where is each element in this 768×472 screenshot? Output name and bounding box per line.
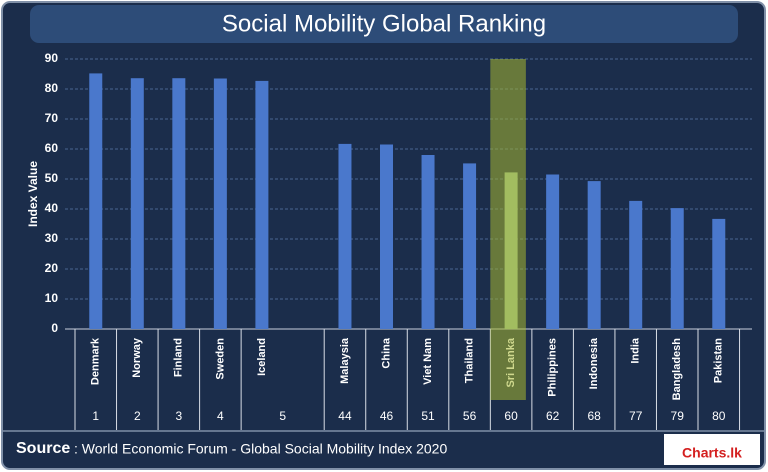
x-tick-label: Finland <box>173 338 185 377</box>
chart-title: Social Mobility Global Ranking <box>222 10 546 37</box>
bar <box>421 155 435 329</box>
rank-label: 1 <box>92 409 99 423</box>
x-tick-label: Denmark <box>90 337 102 385</box>
x-tick-label: Sweden <box>214 338 226 380</box>
rank-label: 3 <box>175 409 182 423</box>
y-tick-label: 40 <box>45 201 59 215</box>
x-tick-label: Viet Nam <box>422 338 434 385</box>
rank-label: 2 <box>134 409 141 423</box>
y-tick-label: 90 <box>45 51 59 65</box>
bar <box>255 80 269 330</box>
bar <box>380 144 394 329</box>
rank-label: 62 <box>546 409 560 423</box>
y-tick-label: 10 <box>45 291 59 305</box>
logo-box <box>664 434 760 465</box>
rank-label: 60 <box>504 409 518 423</box>
y-tick-label: 30 <box>45 231 59 245</box>
bar <box>670 208 684 329</box>
rank-label: 56 <box>463 409 477 423</box>
bar <box>587 181 601 329</box>
y-tick-label: 50 <box>45 171 59 185</box>
x-tick-label: Iceland <box>256 338 268 376</box>
bar <box>130 78 144 329</box>
highlight <box>490 59 526 400</box>
bar <box>338 143 352 329</box>
y-tick-label: 70 <box>45 111 59 125</box>
x-tick-label: Indonesia <box>588 337 600 389</box>
rank-label: 46 <box>380 409 394 423</box>
rank-label: 68 <box>587 409 601 423</box>
bar <box>89 73 103 330</box>
source-label: Source <box>16 440 70 457</box>
x-tick-label: Thailand <box>463 338 475 383</box>
bar <box>712 218 726 329</box>
rank-label: 51 <box>421 409 435 423</box>
bar <box>546 174 560 329</box>
rank-label: 4 <box>217 409 224 423</box>
x-tick-label: Bangladesh <box>671 338 683 401</box>
x-tick-label: India <box>630 337 642 364</box>
y-tick-label: 80 <box>45 81 59 95</box>
bar <box>172 78 186 329</box>
logo: Charts.lk <box>682 445 742 461</box>
x-tick-label: Norway <box>131 337 143 378</box>
rank-label: 80 <box>712 409 726 423</box>
y-tick-label: 60 <box>45 141 59 155</box>
y-axis-label: Index Value <box>26 161 40 227</box>
source-text: : World Economic Forum - Global Social M… <box>74 441 447 457</box>
bar <box>629 200 643 329</box>
x-tick-label: Philippines <box>547 338 559 397</box>
bar <box>213 78 227 329</box>
x-tick-label: Malaysia <box>339 337 351 384</box>
x-tick-label: Pakistan <box>713 338 725 384</box>
rank-label: 5 <box>279 409 286 423</box>
y-tick-label: 0 <box>51 321 58 335</box>
rank-label: 79 <box>671 409 685 423</box>
bar <box>463 163 477 329</box>
rank-label: 44 <box>338 409 352 423</box>
x-tick-label: China <box>380 337 392 368</box>
rank-label: 77 <box>629 409 643 423</box>
y-tick-label: 20 <box>45 261 59 275</box>
title-bar <box>30 5 738 43</box>
